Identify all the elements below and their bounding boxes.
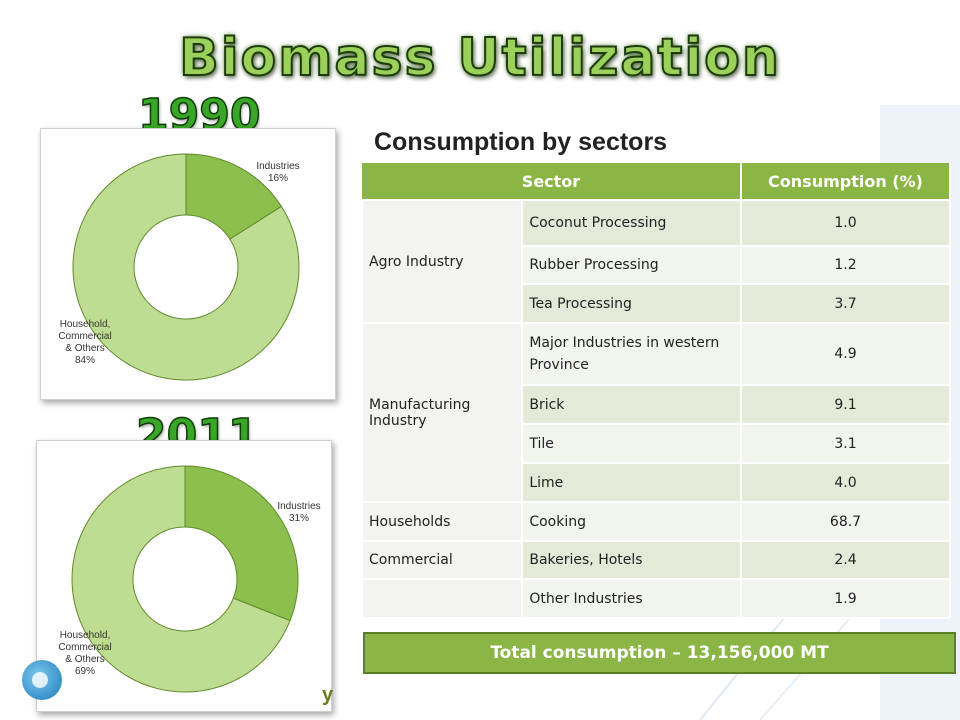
slice-label-1990-household: Household, Commercial & Others 84% bbox=[58, 319, 111, 366]
subsector-cell: Brick bbox=[521, 384, 742, 425]
consumption-cell: 68.7 bbox=[740, 501, 951, 542]
consumption-cell: 1.9 bbox=[740, 578, 951, 619]
header-sector: Sector bbox=[362, 163, 742, 200]
consumption-cell: 3.7 bbox=[740, 283, 951, 324]
donut-chart-2011: Industries 31% Household, Commercial & Other… bbox=[36, 440, 332, 712]
sector-cell: Agro Industry bbox=[360, 199, 524, 324]
slice-label-1990-industries: Industries 16% bbox=[256, 161, 299, 184]
donut-slice-2011-household bbox=[71, 465, 291, 693]
slide-title: Biomass Utilization bbox=[178, 27, 781, 89]
year-label-1990: 1990 bbox=[138, 89, 261, 130]
slice-label-2011-industries: Industries 31% bbox=[277, 501, 320, 524]
table-row: Agro Industry Coconut Processing 1.0 bbox=[360, 199, 951, 324]
subsector-cell: Coconut Processing bbox=[521, 199, 742, 247]
table-header-row: Sector Consumption (%) bbox=[362, 163, 951, 200]
header-consumption: Consumption (%) bbox=[741, 163, 951, 200]
sector-cell: Households bbox=[360, 501, 524, 542]
table-row: Other Industries 1.9 bbox=[360, 578, 951, 619]
donut-chart-1990: Industries 16% Household, Commercial & Other… bbox=[40, 128, 336, 400]
consumption-cell: 1.2 bbox=[740, 245, 951, 285]
table-row: Brick 9.1 bbox=[362, 384, 951, 425]
subsector-cell: Cooking bbox=[521, 501, 742, 542]
consumption-cell: 3.1 bbox=[740, 423, 951, 464]
table-row: Manufacturing Industry Major Industries … bbox=[360, 322, 951, 503]
sector-cell: Commercial bbox=[360, 540, 524, 580]
subsector-cell: Lime bbox=[521, 462, 742, 503]
consumption-table: Sector Consumption (%) Agro Industry Coc… bbox=[360, 163, 951, 619]
organization-logo-icon bbox=[22, 660, 62, 700]
table-row: Tile 3.1 bbox=[362, 423, 951, 464]
footer-text-fragment: y bbox=[322, 684, 334, 706]
table-row: Households Cooking 68.7 bbox=[360, 501, 951, 542]
slice-label-2011-household: Household, Commercial & Others 69% bbox=[58, 630, 111, 677]
donut-slice-2011-industries bbox=[184, 465, 299, 622]
donut-slice-1990-household bbox=[72, 153, 300, 381]
sector-cell bbox=[360, 578, 524, 619]
total-consumption-banner: Total consumption – 13,156,000 MT bbox=[363, 632, 956, 674]
subsector-cell: Other Industries bbox=[521, 578, 742, 619]
consumption-cell: 4.0 bbox=[740, 462, 951, 503]
subsector-cell: Tea Processing bbox=[521, 283, 742, 324]
table-row: Tea Processing 3.7 bbox=[362, 283, 951, 324]
consumption-cell: 9.1 bbox=[740, 384, 951, 425]
subsector-cell: Major Industries in western Province bbox=[521, 322, 742, 386]
subsector-cell: Tile bbox=[521, 423, 742, 464]
table-row: Lime 4.0 bbox=[362, 462, 951, 503]
section-title: Consumption by sectors bbox=[374, 128, 668, 156]
table-row: Commercial Bakeries, Hotels 2.4 bbox=[360, 540, 951, 580]
consumption-cell: 1.0 bbox=[740, 199, 951, 247]
sector-cell: Manufacturing Industry bbox=[360, 322, 524, 503]
subsector-cell: Bakeries, Hotels bbox=[521, 540, 742, 580]
consumption-cell: 4.9 bbox=[740, 322, 951, 386]
consumption-cell: 2.4 bbox=[740, 540, 951, 580]
subsector-cell: Rubber Processing bbox=[521, 245, 742, 285]
table-row: Rubber Processing 1.2 bbox=[362, 245, 951, 285]
